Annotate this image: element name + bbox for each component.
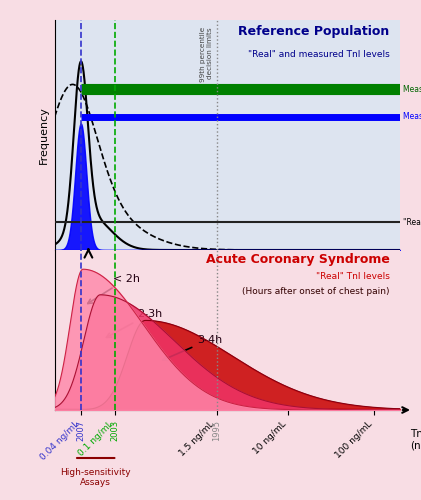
- Text: 2007: 2007: [76, 420, 85, 440]
- Text: 99th percentile
decision limits: 99th percentile decision limits: [200, 27, 213, 82]
- Text: 3-4h: 3-4h: [163, 334, 222, 360]
- Y-axis label: Frequency: Frequency: [39, 106, 49, 164]
- Text: Acute Coronary Syndrome: Acute Coronary Syndrome: [206, 253, 389, 266]
- Text: < 2h: < 2h: [88, 274, 140, 304]
- Text: "Real" TnI levels: "Real" TnI levels: [403, 218, 421, 227]
- Text: Reference Population: Reference Population: [238, 24, 389, 38]
- Text: 1995: 1995: [212, 420, 221, 440]
- Text: Measured with more precise TnI-Ultra assay: Measured with more precise TnI-Ultra ass…: [403, 112, 421, 121]
- Text: TnI
(ng/mL): TnI (ng/mL): [410, 429, 421, 451]
- Text: "Real" and measured TnI levels: "Real" and measured TnI levels: [248, 50, 389, 59]
- Text: 2-3h: 2-3h: [107, 309, 162, 338]
- Text: High-sensitivity
Assays: High-sensitivity Assays: [60, 468, 131, 487]
- Text: 2003: 2003: [111, 420, 120, 440]
- Text: (Hours after onset of chest pain): (Hours after onset of chest pain): [242, 287, 389, 296]
- Text: Measured with less precise cTnI assay: Measured with less precise cTnI assay: [403, 84, 421, 94]
- Text: "Real" TnI levels: "Real" TnI levels: [316, 272, 389, 281]
